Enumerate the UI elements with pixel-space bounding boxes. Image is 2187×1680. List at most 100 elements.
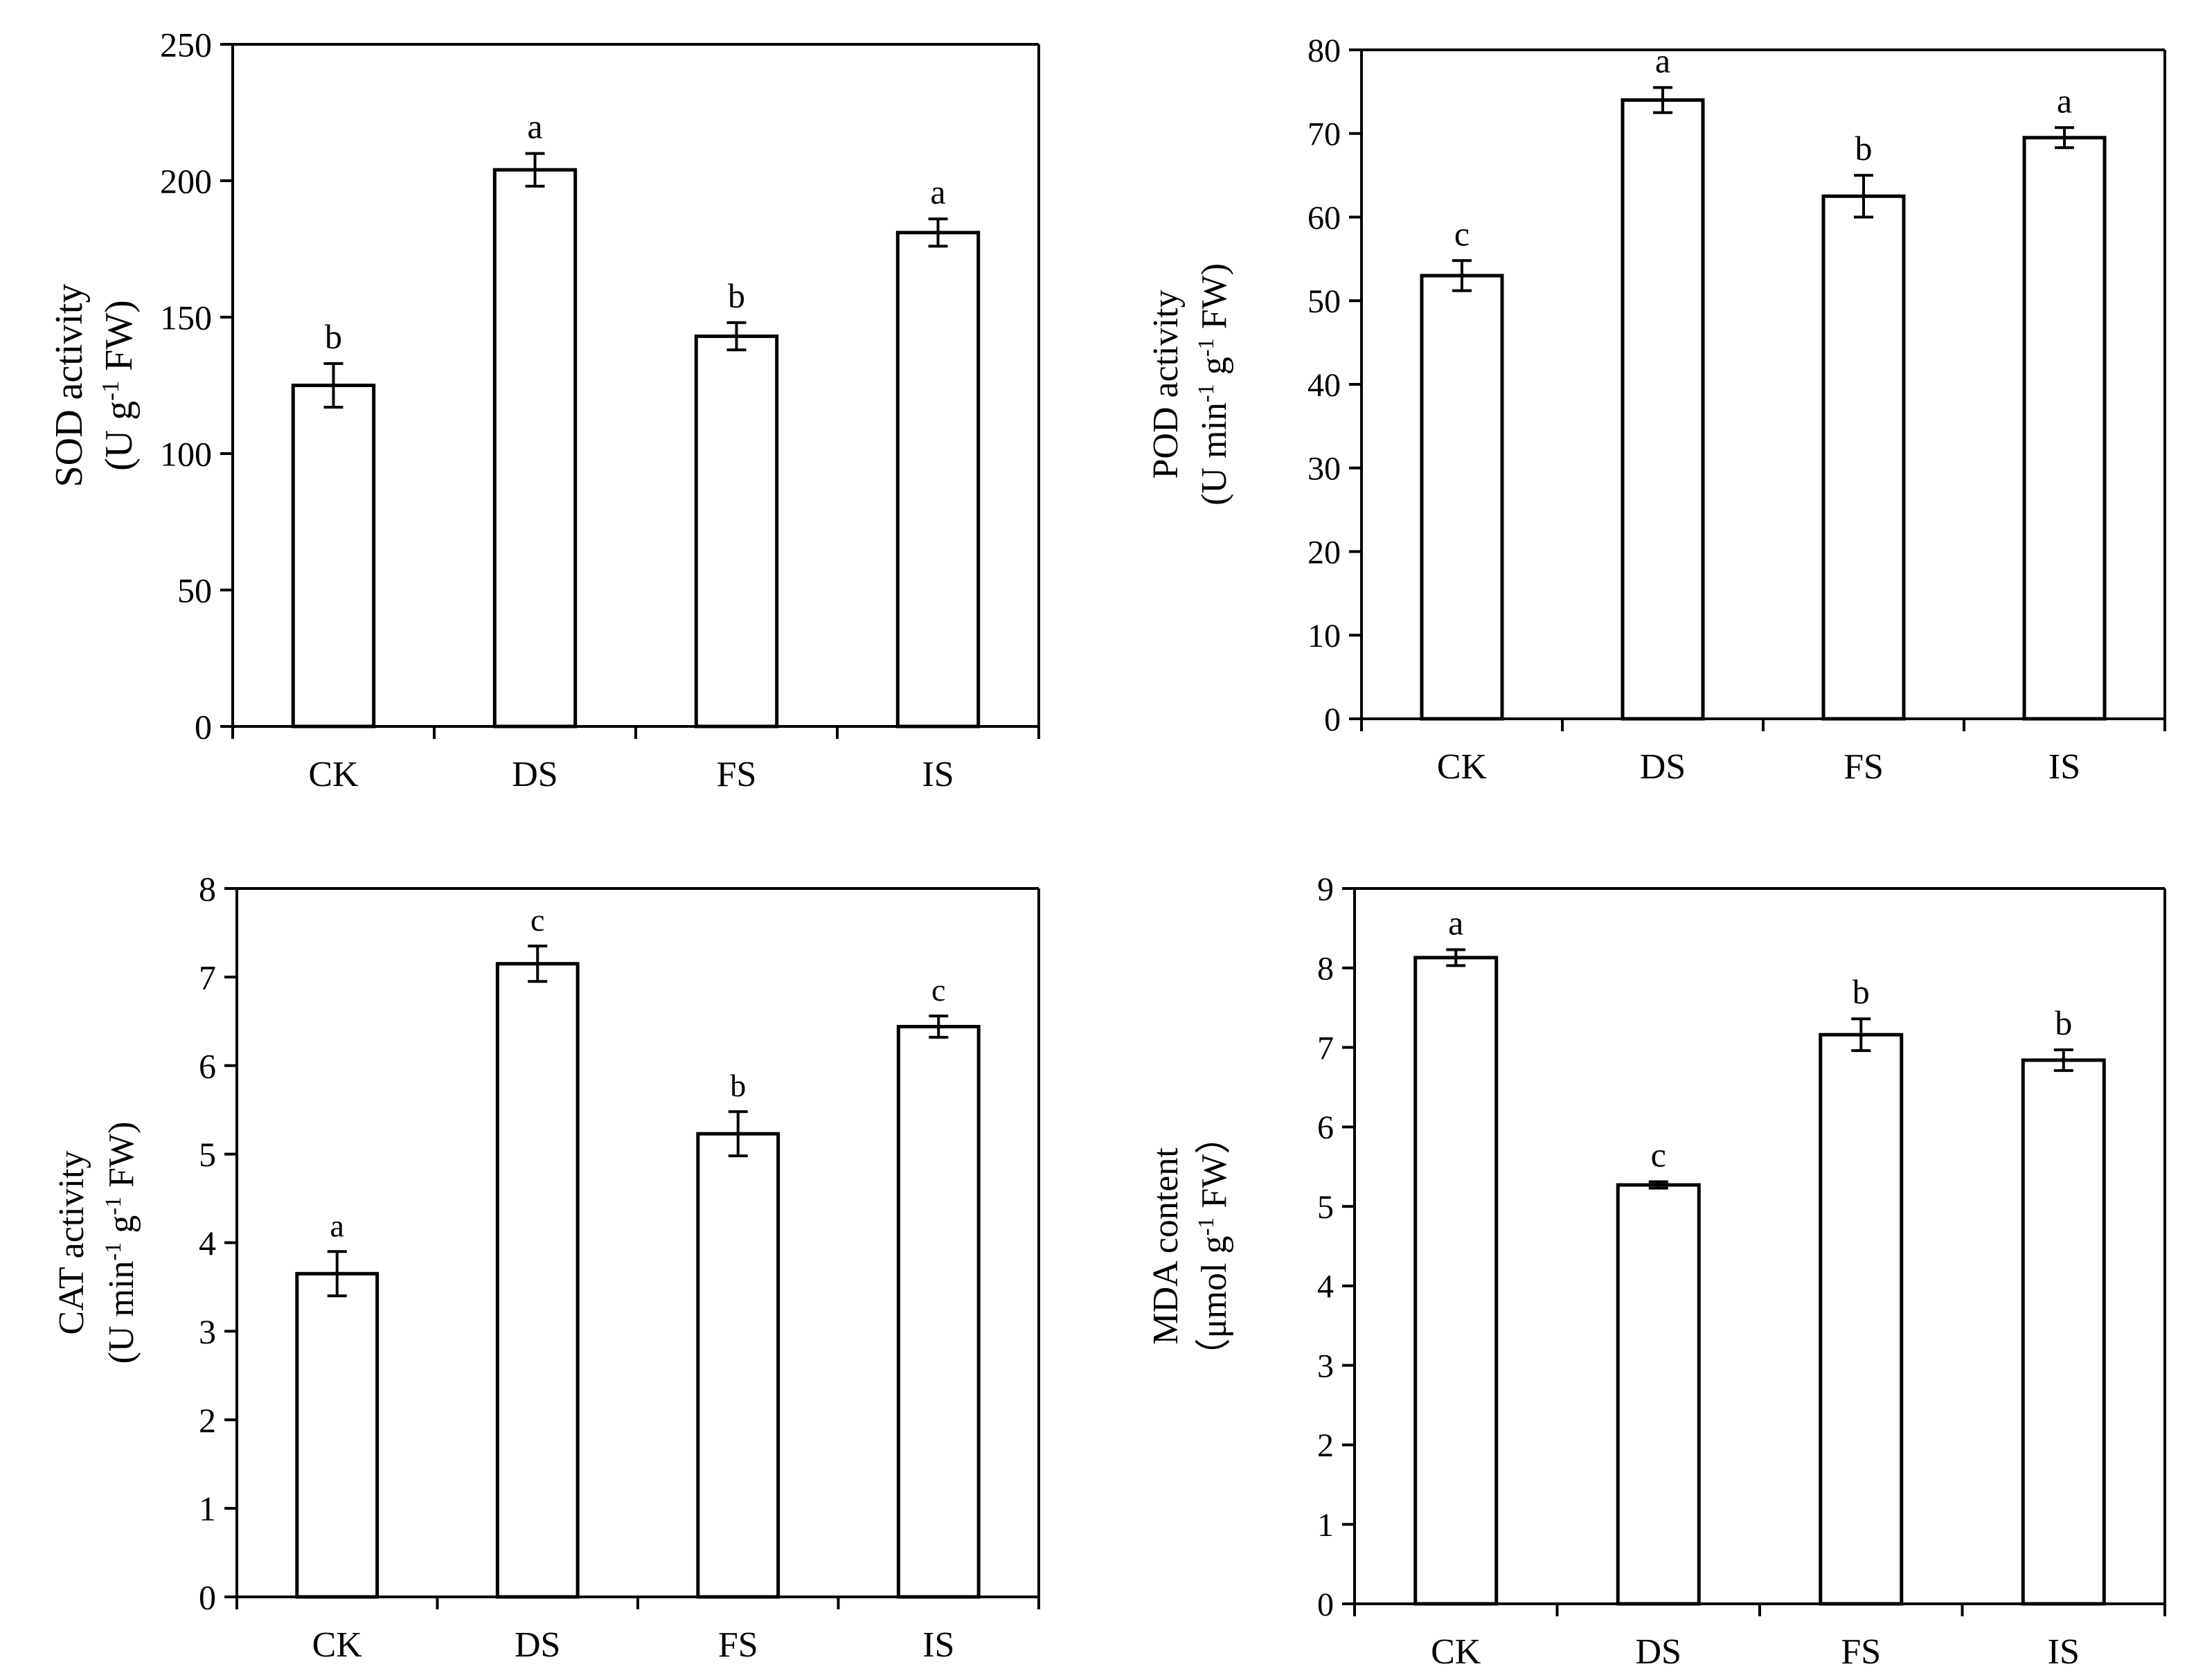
bar-ck xyxy=(291,384,376,729)
y-tick-label: 7 xyxy=(1317,1030,1334,1066)
significance-letter: a xyxy=(2057,81,2072,120)
significance-letter: c xyxy=(530,902,544,938)
y-tick-label: 2 xyxy=(1317,1427,1334,1464)
x-category-label: CK xyxy=(1431,1632,1481,1672)
bar-fs xyxy=(1819,1033,1904,1606)
y-tick-label: 0 xyxy=(1317,1587,1334,1623)
x-category-label: DS xyxy=(515,1625,560,1665)
y-axis-title: MDA content xyxy=(1146,1147,1186,1345)
error-bar-ck xyxy=(1446,948,1466,967)
x-category-label: FS xyxy=(718,1625,758,1665)
significance-letter: b xyxy=(325,317,342,356)
x-category-label: DS xyxy=(1636,1632,1681,1672)
y-axis-unit: (U min-1 g-1 FW) xyxy=(100,1122,141,1364)
x-category-label: CK xyxy=(312,1625,363,1665)
x-category-label: DS xyxy=(512,755,557,794)
y-axis-title: SOD activity xyxy=(48,284,91,488)
error-bar-ck xyxy=(1452,259,1472,292)
y-tick-label: 50 xyxy=(177,571,212,610)
y-axis-unit: (U g-1 FW) xyxy=(97,300,141,471)
x-category-label: IS xyxy=(2048,747,2080,787)
error-bar-fs xyxy=(726,321,747,352)
y-tick-label: 250 xyxy=(160,26,212,64)
error-bar-ds xyxy=(1653,86,1672,114)
bar-ck xyxy=(1420,274,1504,721)
y-axis-title: POD activity xyxy=(1146,290,1186,479)
x-category-label: IS xyxy=(922,755,954,794)
y-axis-title: CAT activity xyxy=(52,1150,91,1334)
error-bar-is xyxy=(928,217,948,248)
bar-is xyxy=(2022,136,2107,721)
y-tick-label: 3 xyxy=(199,1312,216,1351)
y-tick-label: 200 xyxy=(160,162,212,201)
chart-panel-1: 0 50 100 150 200 250 b CK a DS b FS a IS SOD activity(… xyxy=(48,26,1040,794)
y-tick-label: 5 xyxy=(1317,1189,1334,1226)
y-tick-label: 7 xyxy=(199,958,216,997)
y-tick-label: 10 xyxy=(1307,618,1341,654)
error-bar-fs xyxy=(1851,1017,1871,1053)
y-tick-label: 6 xyxy=(1317,1109,1334,1146)
error-bar-fs xyxy=(728,1110,748,1158)
bar-is xyxy=(2021,1058,2106,1606)
y-tick-label: 4 xyxy=(1317,1269,1334,1305)
x-category-label: IS xyxy=(922,1625,954,1665)
bar-ds xyxy=(492,168,578,729)
y-tick-label: 100 xyxy=(160,435,212,474)
bar-fs xyxy=(1821,194,1906,721)
y-tick-label: 3 xyxy=(1317,1348,1334,1384)
x-category-label: FS xyxy=(1844,747,1884,787)
error-bar-ck xyxy=(323,361,343,409)
y-tick-label: 8 xyxy=(199,870,216,909)
bar-ck xyxy=(1413,956,1499,1606)
error-bar-ds xyxy=(525,152,545,188)
significance-letter: a xyxy=(1655,41,1670,80)
error-bar-is xyxy=(2053,1048,2073,1072)
significance-letter: a xyxy=(1448,903,1463,942)
y-tick-label: 8 xyxy=(1317,951,1334,988)
significance-letter: c xyxy=(931,972,945,1008)
significance-letter: a xyxy=(527,107,542,146)
bar-fs xyxy=(696,1132,780,1599)
y-axis-unit: (U min-1 g-1 FW) xyxy=(1193,263,1234,506)
error-bar-ds xyxy=(528,945,548,983)
y-tick-label: 5 xyxy=(199,1135,216,1174)
significance-letter: b xyxy=(1855,129,1873,168)
y-axis-unit: （μmol g-1 FW） xyxy=(1193,1118,1234,1375)
chart-panel-3: 0 1 2 3 4 5 6 7 8 a CK c DS b FS c IS CAT activity (U min-… xyxy=(52,870,1040,1665)
error-bar-ck xyxy=(327,1250,347,1298)
significance-letter: b xyxy=(2055,1003,2072,1042)
significance-letter: b xyxy=(1853,972,1870,1011)
y-tick-label: 2 xyxy=(199,1401,216,1440)
x-category-label: DS xyxy=(1640,747,1686,787)
y-tick-label: 70 xyxy=(1307,116,1341,153)
y-tick-label: 80 xyxy=(1307,33,1341,69)
significance-letter: c xyxy=(1454,214,1470,253)
x-category-label: CK xyxy=(308,755,359,794)
significance-letter: b xyxy=(728,276,745,315)
y-tick-label: 6 xyxy=(199,1046,216,1085)
x-category-label: CK xyxy=(1437,747,1488,787)
y-tick-label: 50 xyxy=(1307,283,1341,320)
chart-panel-4: 0 1 2 3 4 5 6 7 8 9 a CK c DS b FS b IS MDA content （μmol g… xyxy=(1146,871,2166,1672)
y-tick-label: 150 xyxy=(160,298,212,337)
bar-is xyxy=(895,231,981,729)
y-tick-label: 1 xyxy=(1317,1507,1334,1544)
y-tick-label: 0 xyxy=(199,1578,216,1617)
x-category-label: FS xyxy=(717,755,757,794)
significance-letter: c xyxy=(1651,1136,1666,1174)
bar-ds xyxy=(495,962,580,1599)
significance-letter: b xyxy=(730,1068,746,1103)
x-category-label: IS xyxy=(2048,1632,2080,1672)
bar-ds xyxy=(1621,98,1705,721)
bar-ck xyxy=(295,1271,380,1599)
y-tick-label: 4 xyxy=(199,1224,216,1262)
x-category-label: FS xyxy=(1841,1632,1881,1672)
y-tick-label: 60 xyxy=(1307,199,1341,236)
chart-panel-2: 0 10 20 30 40 50 60 70 80 c CK a DS b FS a IS POD activit… xyxy=(1146,33,2166,787)
y-tick-label: 9 xyxy=(1317,871,1334,908)
bar-ds xyxy=(1616,1183,1701,1606)
significance-letter: a xyxy=(930,172,945,211)
bar-is xyxy=(896,1024,981,1599)
error-bar-is xyxy=(2055,126,2074,150)
error-bar-ds xyxy=(1648,1180,1668,1190)
